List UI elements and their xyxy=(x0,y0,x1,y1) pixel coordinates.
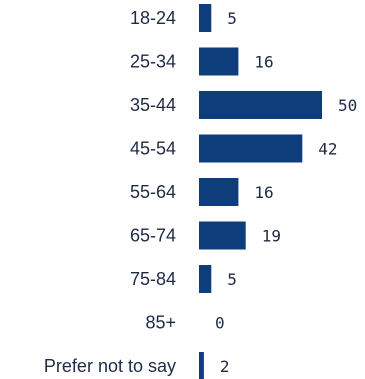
category-label-85plus: 85+ xyxy=(145,313,176,333)
category-label-18-24: 18-24 xyxy=(130,8,176,28)
bar-65-74 xyxy=(199,221,246,250)
bars-layer xyxy=(199,4,322,379)
value-label-55-64: 16 xyxy=(254,183,273,202)
category-label-75-84: 75-84 xyxy=(130,269,176,289)
category-labels-layer: 18-24 25-34 35-44 45-54 55-64 65-74 75-84 85+ Pr… xyxy=(44,8,176,376)
value-label-75-84: 5 xyxy=(227,270,237,289)
bar-45-54 xyxy=(199,134,303,163)
bar-55-64 xyxy=(199,178,239,206)
category-label-65-74: 65-74 xyxy=(130,226,176,246)
category-label-35-44: 35-44 xyxy=(130,95,176,115)
value-label-65-74: 19 xyxy=(262,227,281,246)
value-label-35-44: 50 xyxy=(338,96,357,115)
value-label-prefer-not-to-say: 2 xyxy=(220,357,230,376)
category-label-55-64: 55-64 xyxy=(130,182,176,202)
value-label-18-24: 5 xyxy=(227,9,237,28)
category-label-45-54: 45-54 xyxy=(130,139,176,159)
value-label-25-34: 16 xyxy=(254,53,273,72)
category-label-prefer-not-to-say: Prefer not to say xyxy=(44,356,176,376)
category-label-25-34: 25-34 xyxy=(130,52,176,72)
bar-prefer-not-to-say xyxy=(199,352,204,379)
bar-25-34 xyxy=(199,47,239,76)
bar-35-44 xyxy=(199,91,322,119)
bar-18-24 xyxy=(199,4,212,32)
bar-75-84 xyxy=(199,265,212,293)
value-label-45-54: 42 xyxy=(318,140,337,159)
value-label-85plus: 0 xyxy=(215,314,225,333)
